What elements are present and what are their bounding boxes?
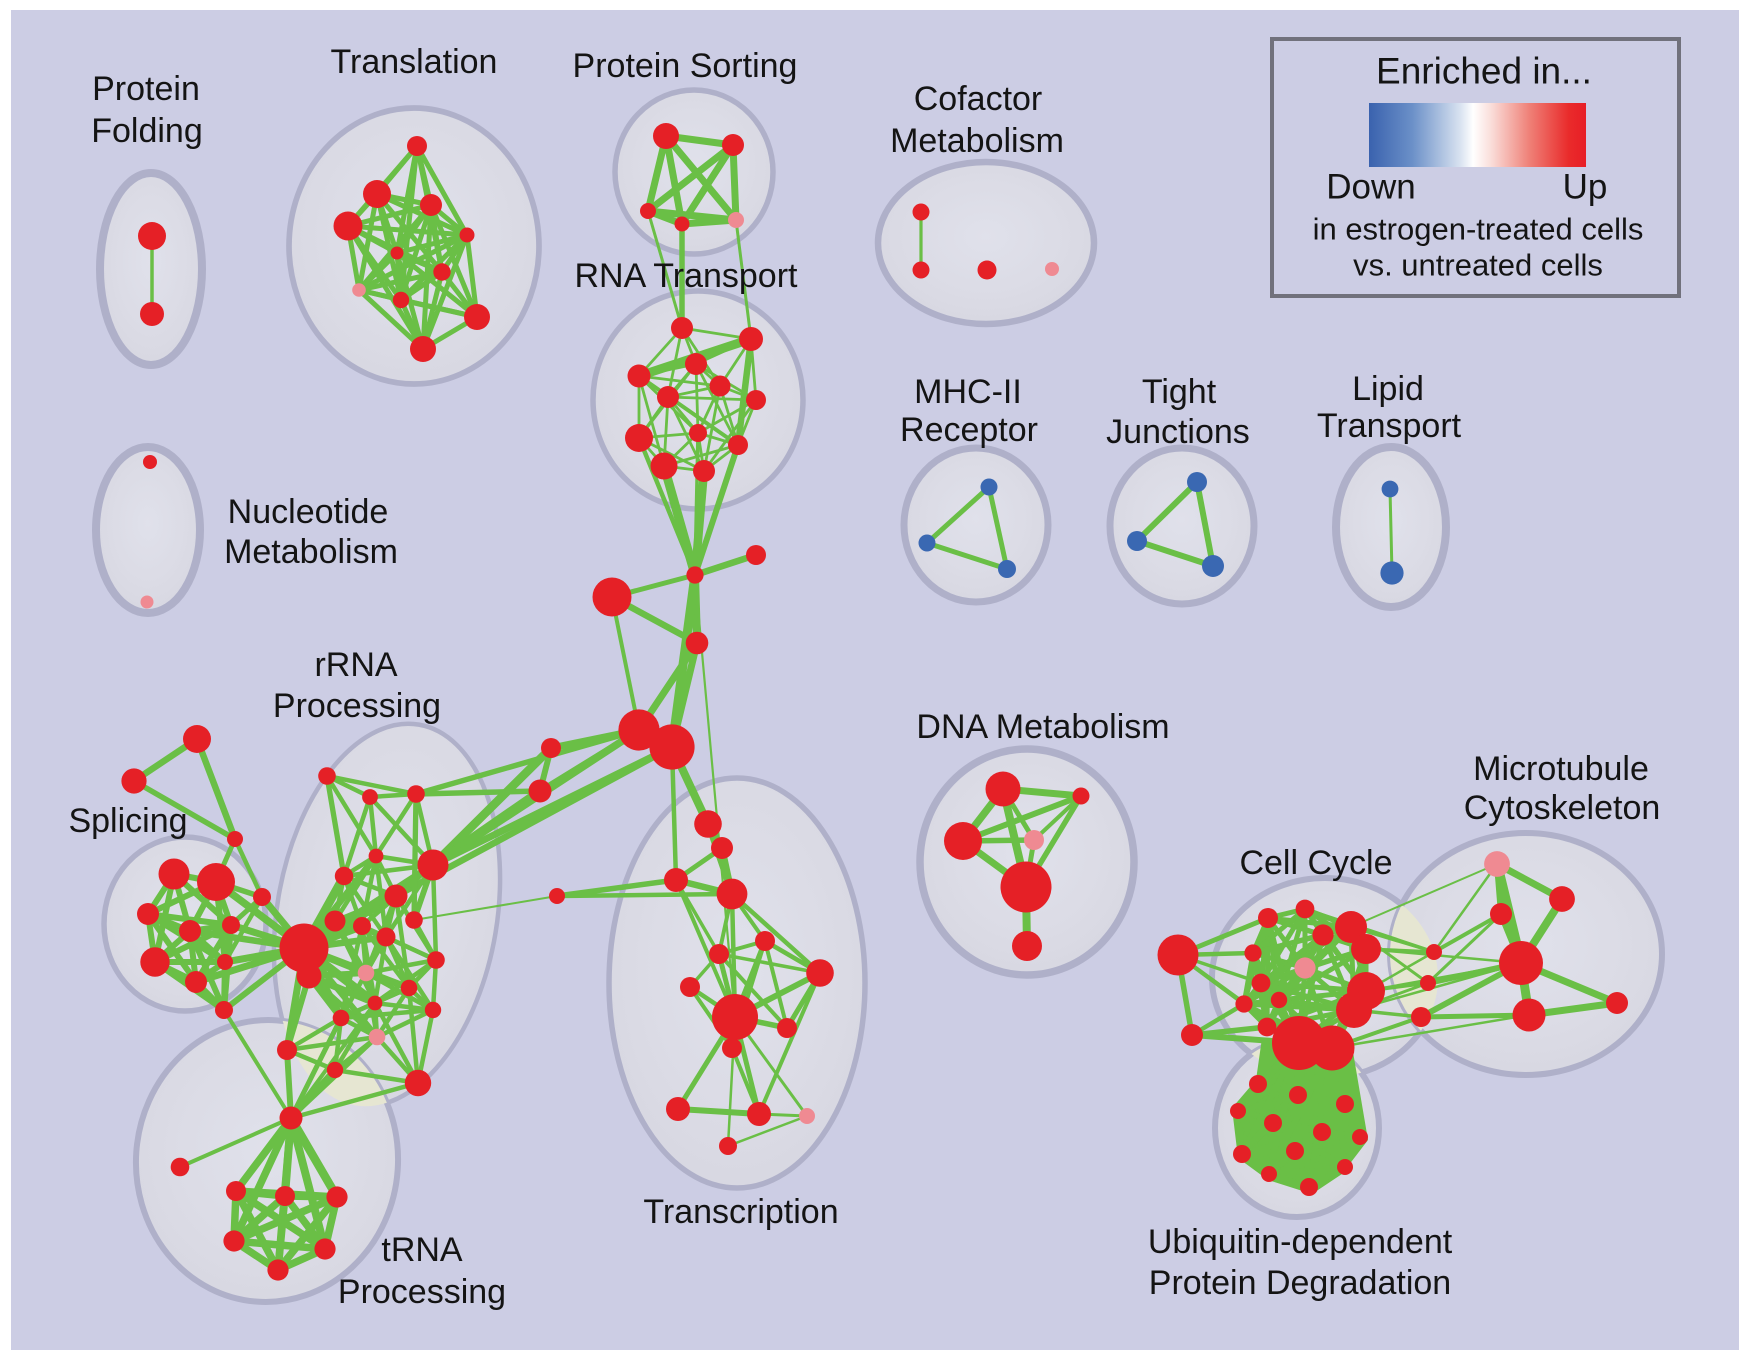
svg-text:Junctions: Junctions (1106, 413, 1250, 451)
svg-text:Cytoskeleton: Cytoskeleton (1464, 789, 1661, 827)
svg-text:RNA Transport: RNA Transport (575, 257, 799, 295)
svg-text:Processing: Processing (273, 687, 441, 725)
svg-text:Cell Cycle: Cell Cycle (1239, 844, 1392, 882)
svg-text:Protein: Protein (92, 70, 200, 108)
svg-text:Transport: Transport (1317, 407, 1462, 445)
svg-text:Protein Sorting: Protein Sorting (573, 47, 798, 85)
svg-text:rRNA: rRNA (314, 646, 397, 684)
svg-text:Ubiquitin-dependent: Ubiquitin-dependent (1148, 1223, 1453, 1261)
svg-text:Transcription: Transcription (643, 1193, 838, 1231)
svg-text:Folding: Folding (91, 112, 203, 150)
svg-text:Cofactor: Cofactor (914, 80, 1043, 118)
svg-text:Up: Up (1563, 168, 1608, 207)
svg-text:Lipid: Lipid (1352, 370, 1424, 408)
svg-text:tRNA: tRNA (381, 1231, 463, 1269)
svg-text:Receptor: Receptor (900, 411, 1038, 449)
svg-text:MHC-II: MHC-II (914, 373, 1022, 411)
svg-text:Protein Degradation: Protein Degradation (1149, 1264, 1451, 1302)
svg-text:in estrogen-treated cells: in estrogen-treated cells (1313, 212, 1644, 247)
svg-text:Processing: Processing (338, 1273, 506, 1311)
svg-text:Enriched in...: Enriched in... (1376, 51, 1592, 92)
svg-text:Metabolism: Metabolism (890, 122, 1064, 160)
svg-text:vs. untreated cells: vs. untreated cells (1353, 248, 1603, 283)
svg-text:Splicing: Splicing (68, 802, 187, 840)
svg-text:Translation: Translation (331, 43, 498, 81)
svg-text:Tight: Tight (1142, 373, 1217, 411)
svg-text:DNA Metabolism: DNA Metabolism (916, 708, 1169, 746)
svg-text:Microtubule: Microtubule (1473, 750, 1649, 788)
svg-text:Nucleotide: Nucleotide (228, 493, 389, 531)
svg-text:Metabolism: Metabolism (224, 533, 398, 571)
svg-text:Down: Down (1326, 168, 1415, 207)
